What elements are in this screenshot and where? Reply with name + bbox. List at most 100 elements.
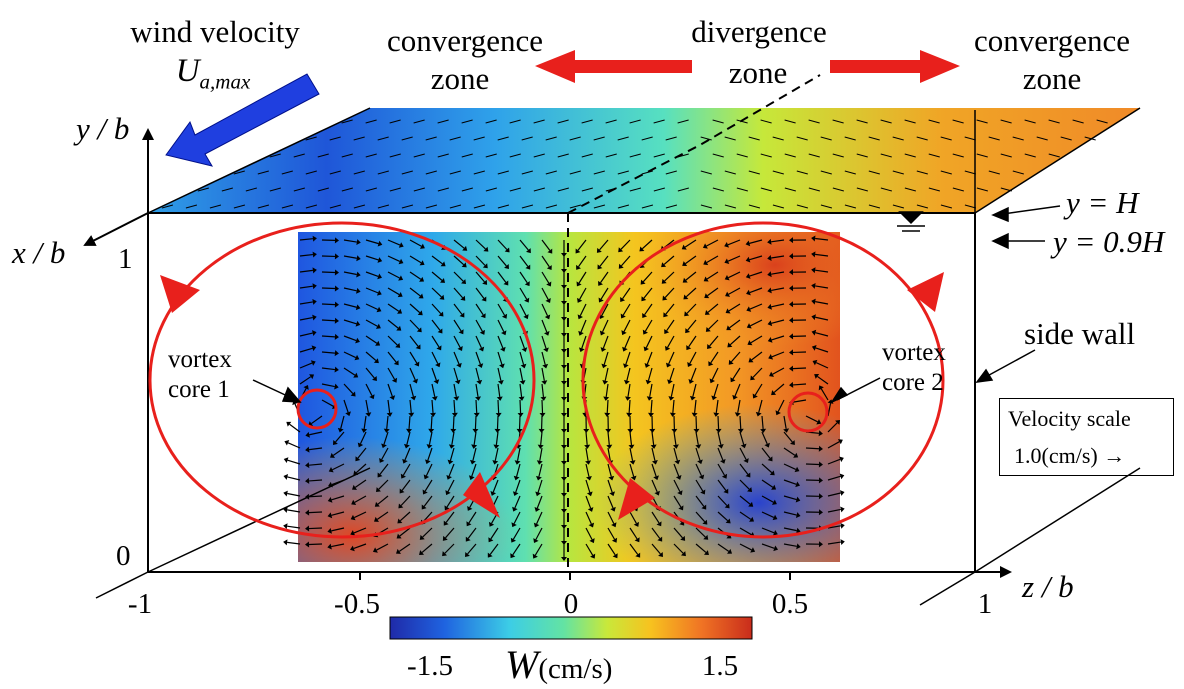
top-velocity-vector xyxy=(413,187,425,192)
velocity-vector xyxy=(475,335,482,349)
top-velocity-vector xyxy=(413,119,425,124)
velocity-vector xyxy=(446,495,455,508)
top-velocity-vector xyxy=(1048,153,1060,158)
velocity-vector xyxy=(694,399,697,413)
velocity-vector-head xyxy=(720,458,726,464)
velocity-vector-head xyxy=(399,488,405,494)
velocity-vector xyxy=(497,255,507,267)
velocity-vector xyxy=(365,367,375,379)
velocity-vector xyxy=(431,367,437,381)
top-velocity-vector xyxy=(760,187,772,192)
velocity-vector xyxy=(579,287,587,300)
velocity-vector-head xyxy=(681,244,687,250)
velocity-vector xyxy=(287,459,301,465)
velocity-vector-head xyxy=(561,253,567,257)
velocity-vector xyxy=(409,319,420,330)
velocity-vector xyxy=(585,543,594,556)
velocity-vector-head xyxy=(818,461,823,468)
top-velocity-vector xyxy=(377,204,390,209)
velocity-vector-head xyxy=(771,484,777,490)
top-velocity-vector xyxy=(653,187,665,192)
velocity-vector-head xyxy=(393,360,399,366)
velocity-vector-head xyxy=(283,490,288,497)
velocity-vector-head xyxy=(561,317,567,321)
velocity-vector xyxy=(717,415,720,430)
velocity-vector-head xyxy=(682,261,688,267)
velocity-vector xyxy=(379,463,389,475)
top-velocity-vector xyxy=(653,119,665,124)
velocity-vector-head xyxy=(473,412,480,417)
velocity-vector xyxy=(475,367,480,381)
vortex-core-2-marker xyxy=(787,391,829,433)
velocity-vector xyxy=(585,447,589,461)
velocity-vector xyxy=(651,431,655,445)
loop-arrow-right-bottom xyxy=(618,478,655,520)
velocity-vector-head xyxy=(395,342,401,348)
top-velocity-vector xyxy=(461,187,473,192)
velocity-vector xyxy=(474,415,477,430)
top-velocity-vector xyxy=(1048,119,1060,124)
top-velocity-vector xyxy=(1024,153,1036,158)
velocity-vector xyxy=(706,271,719,280)
velocity-vector xyxy=(578,255,587,267)
velocity-vector-head xyxy=(469,459,476,465)
top-velocity-vector xyxy=(940,204,953,209)
top-velocity-vector xyxy=(677,187,689,192)
velocity-vector xyxy=(749,255,763,261)
velocity-vector xyxy=(761,543,775,549)
velocity-vector-head xyxy=(535,475,542,481)
velocity-vector-head xyxy=(538,428,545,433)
velocity-vector-head xyxy=(703,550,709,555)
top-velocity-vector xyxy=(461,119,473,124)
velocity-vector-head xyxy=(476,379,483,385)
velocity-vector-head xyxy=(442,551,448,557)
velocity-vector-head xyxy=(839,473,845,480)
velocity-vector xyxy=(646,351,653,365)
top-velocity-vector xyxy=(545,204,558,209)
velocity-vector-head xyxy=(584,444,591,449)
x-axis-line xyxy=(83,212,149,246)
velocity-vector-head xyxy=(286,421,292,427)
top-velocity-vector xyxy=(1060,136,1072,141)
top-velocity-vector xyxy=(964,170,976,175)
velocity-vector-head xyxy=(334,366,339,373)
velocity-vector-head xyxy=(355,337,360,344)
velocity-vector-head xyxy=(795,512,801,518)
velocity-vector-head xyxy=(446,474,452,480)
velocity-vector xyxy=(409,335,419,347)
velocity-vector xyxy=(299,332,313,337)
z-axis-label: z / b xyxy=(1022,569,1074,604)
velocity-vector xyxy=(447,479,455,492)
velocity-vector xyxy=(475,255,486,266)
velocity-vector-head xyxy=(356,271,361,278)
vortex-core-2-label-line2: core 2 xyxy=(882,369,944,396)
water-surface-icon xyxy=(897,211,925,232)
velocity-vector-head xyxy=(561,509,567,513)
y-axis-label: y / b xyxy=(76,111,130,146)
top-velocity-vector xyxy=(473,170,485,175)
velocity-vector xyxy=(739,431,745,445)
velocity-vector xyxy=(827,441,840,449)
velocity-vector-head xyxy=(840,522,845,529)
velocity-vector-head xyxy=(745,472,751,478)
top-velocity-vector xyxy=(868,136,880,141)
velocity-vector-head xyxy=(497,380,504,385)
velocity-vector-head xyxy=(596,247,602,253)
velocity-vector-head xyxy=(328,467,334,473)
velocity-vector xyxy=(343,239,357,243)
velocity-vector-head xyxy=(457,346,463,352)
velocity-vector xyxy=(321,335,336,338)
top-velocity-vector xyxy=(401,136,413,141)
top-velocity-vector xyxy=(317,153,329,158)
velocity-vector-head xyxy=(767,303,772,310)
velocity-vector xyxy=(431,271,443,281)
z-tick-1: 1 xyxy=(977,588,993,620)
velocity-vector xyxy=(761,415,764,430)
velocity-vector-head xyxy=(793,452,799,458)
velocity-vector-head xyxy=(283,539,288,546)
velocity-vector xyxy=(820,388,829,401)
velocity-vector xyxy=(773,383,785,393)
velocity-vector-head xyxy=(789,317,794,324)
velocity-vector-head xyxy=(789,269,794,276)
velocity-vector xyxy=(605,383,609,397)
